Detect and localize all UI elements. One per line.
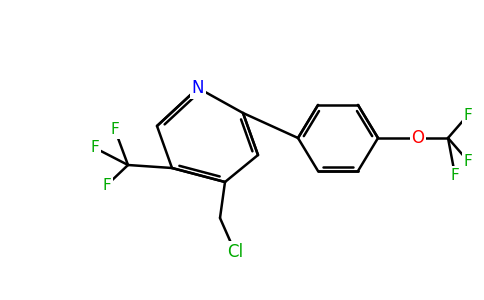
Text: F: F [451, 167, 459, 182]
Text: F: F [464, 154, 472, 169]
Text: Cl: Cl [227, 243, 243, 261]
Text: F: F [103, 178, 111, 193]
Text: F: F [111, 122, 120, 137]
Text: O: O [411, 129, 424, 147]
Text: N: N [192, 79, 204, 97]
Text: F: F [91, 140, 99, 155]
Text: F: F [464, 107, 472, 122]
